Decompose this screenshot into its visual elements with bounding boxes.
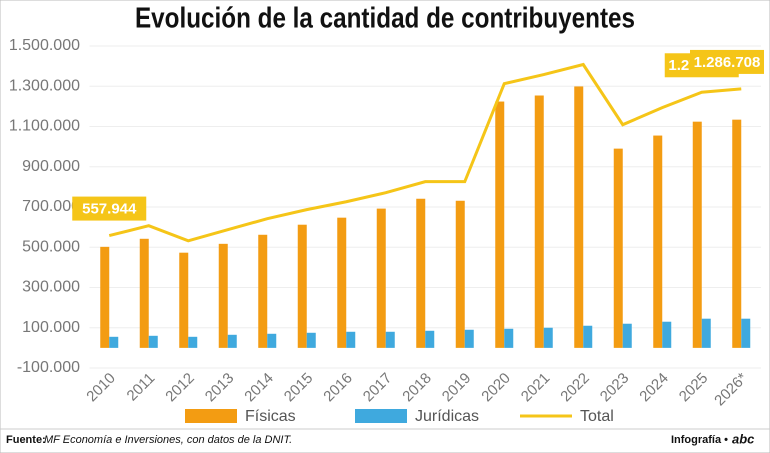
- bar: [188, 336, 198, 348]
- logo: abc: [732, 431, 755, 446]
- bar: [464, 329, 474, 348]
- source-label: Fuente:: [6, 434, 46, 446]
- bar: [337, 217, 347, 348]
- bar: [179, 252, 189, 348]
- bar: [622, 323, 632, 348]
- source: MF Economía e Inversiones, con datos de …: [44, 434, 292, 446]
- bar: [258, 234, 268, 348]
- bar: [653, 135, 663, 348]
- chart-title: Evolución de la cantidad de contribuyent…: [135, 3, 635, 35]
- bar: [504, 328, 514, 348]
- credit: Infografía •: [671, 434, 728, 446]
- bar: [139, 238, 149, 348]
- bar: [297, 224, 307, 348]
- value-label-box: [72, 196, 147, 221]
- bar: [385, 331, 395, 348]
- bar: [425, 330, 435, 348]
- bar: [701, 318, 711, 348]
- bar: [306, 332, 316, 348]
- bar: [148, 335, 158, 348]
- bar: [346, 331, 356, 348]
- y-tick-label: 300.000: [22, 279, 80, 296]
- total-line: [108, 62, 742, 243]
- legend-label: Físicas: [245, 408, 296, 425]
- bar: [613, 148, 623, 348]
- legend-swatch: [355, 409, 407, 423]
- y-tick-label: 100.000: [22, 319, 80, 336]
- bar: [495, 101, 505, 348]
- value-label: 1.286.708: [694, 54, 761, 71]
- bar: [574, 86, 584, 348]
- bar: [732, 119, 742, 348]
- bar: [692, 121, 702, 348]
- y-tick-label: 1.100.000: [9, 118, 80, 135]
- y-tick-label: 1.500.000: [9, 37, 80, 54]
- legend-label: Total: [580, 408, 614, 425]
- value-label-box: [690, 49, 764, 74]
- bar: [455, 200, 465, 348]
- bar: [218, 243, 228, 348]
- y-tick-label: 900.000: [22, 158, 80, 175]
- bar: [543, 327, 553, 348]
- value-label: 557.944: [82, 201, 137, 218]
- bar: [267, 333, 277, 348]
- y-tick-label: 700.000: [22, 198, 80, 215]
- bar: [100, 246, 110, 348]
- bar: [583, 325, 593, 348]
- legend-label: Jurídicas: [415, 408, 479, 425]
- bar: [534, 95, 544, 348]
- bar: [416, 198, 426, 348]
- y-tick-label: 500.000: [22, 238, 80, 255]
- y-tick-label: -100.000: [17, 359, 80, 376]
- legend-swatch: [185, 409, 237, 423]
- bar: [227, 334, 237, 348]
- bar: [376, 208, 386, 348]
- y-tick-label: 1.300.000: [9, 77, 80, 94]
- bar: [741, 318, 751, 348]
- bar: [109, 336, 119, 348]
- bar: [662, 321, 672, 348]
